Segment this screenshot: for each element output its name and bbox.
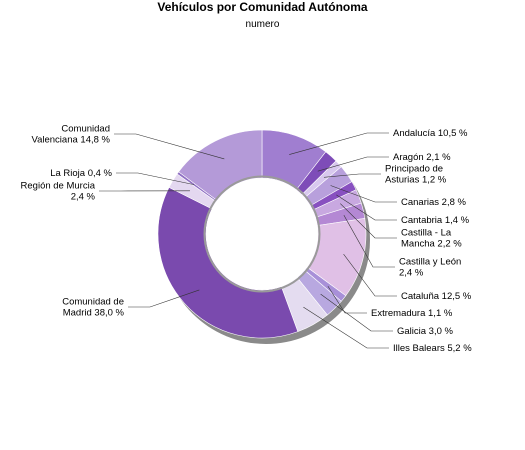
leader-line-illes-balears: [303, 306, 389, 349]
data-label-principado-de-asturias: Principado de Asturias 1,2 %: [385, 164, 447, 186]
leader-line-cantabria: [336, 194, 397, 221]
chart-title: Vehículos por Comunidad Autónoma: [157, 0, 368, 14]
data-label-andalucia: Andalucía 10,5 %: [393, 128, 468, 139]
leader-line-galicia: [320, 293, 393, 332]
leader-line-comunidad-de-madrid: [128, 289, 200, 308]
data-label-illes-balears: Illes Balears 5,2 %: [393, 343, 472, 354]
leader-line-canarias: [330, 185, 397, 203]
data-label-extremadura: Extremadura 1,1 %: [371, 308, 453, 319]
data-label-region-de-murcia: Región de Murcia 2,4 %: [21, 181, 96, 203]
data-label-comunidad-de-madrid: Comunidad de Madrid 38,0 %: [62, 297, 124, 319]
data-label-galicia: Galicia 3,0 %: [397, 326, 454, 337]
leader-line-extremadura: [327, 285, 367, 314]
data-label-la-rioja: La Rioja 0,4 %: [50, 168, 112, 179]
data-label-comunidad-valenciana: Comunidad Valenciana 14,8 %: [31, 124, 110, 146]
leader-line-cataluna: [343, 253, 397, 297]
donut-hole: [206, 178, 318, 290]
data-label-canarias: Canarias 2,8 %: [401, 197, 467, 208]
data-label-cantabria: Cantabria 1,4 %: [401, 215, 470, 226]
chart-subtitle: numero: [245, 19, 280, 30]
data-label-cataluna: Cataluña 12,5 %: [401, 291, 472, 302]
data-label-castilla-y-leon: Castilla y León 2,4 %: [399, 257, 461, 279]
leader-line-castilla-y-leon: [343, 215, 395, 268]
leader-line-la-rioja: [116, 172, 195, 185]
donut-hole-rim: [203, 175, 321, 293]
leader-line-aragon: [317, 156, 389, 172]
data-label-aragon: Aragón 2,1 %: [393, 152, 451, 163]
leader-line-comunidad-valenciana: [114, 133, 225, 160]
data-label-castilla-la-mancha: Castilla - La Mancha 2,2 %: [401, 228, 462, 250]
leader-line-principado-de-asturias: [323, 173, 381, 178]
leader-line-andalucia: [289, 132, 389, 155]
leader-line-castilla-la-mancha: [340, 203, 397, 239]
